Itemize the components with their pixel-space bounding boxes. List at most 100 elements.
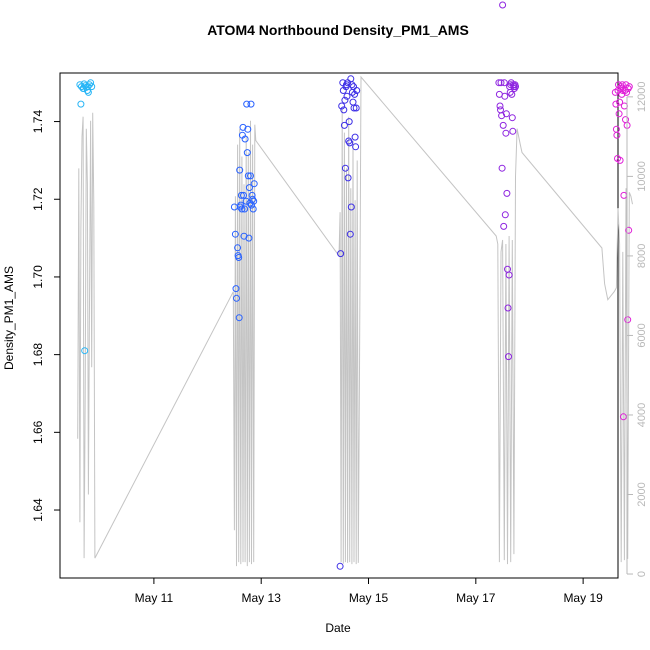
data-point [340,121,348,129]
right-y-tick-label: 6000 [636,323,648,347]
right-y-tick-label: 4000 [636,403,648,427]
plot-area [59,72,619,579]
data-point [346,230,354,238]
data-point [341,96,349,104]
data-point [613,131,621,139]
data-point [501,92,509,100]
data-point [247,172,254,180]
data-point [502,129,510,137]
data-point [495,79,503,87]
data-point [348,81,356,89]
data-point [497,79,505,87]
data-point [238,205,246,213]
x-axis: May 11 May 13 May 15 May 17 May 19 [135,578,603,605]
data-point [341,164,349,172]
data-point [81,347,89,355]
data-point [338,102,346,110]
data-point [496,102,504,110]
data-point [625,226,633,234]
data-point [504,304,512,312]
data-point [352,104,360,112]
data-point [247,100,255,108]
data-point [244,172,252,180]
data-point [80,85,88,92]
data-point [498,164,506,172]
data-point [346,139,354,147]
data-point [345,118,353,126]
data-point [347,75,355,83]
data-point [237,191,245,199]
data-point [349,98,357,106]
data-point [619,413,627,421]
series-5 [611,81,633,421]
data-point [230,203,238,211]
data-point [77,100,85,108]
data-point [612,100,620,108]
data-point [353,87,361,94]
data-point [506,88,514,96]
line-series-layer [77,75,633,567]
data-point [500,79,508,87]
x-tick-label: May 11 [135,591,174,605]
right-y-tick-label: 2000 [636,482,648,506]
x-axis-label: Date [325,621,351,635]
data-point [245,184,253,192]
data-point [241,135,249,143]
line-series [77,75,633,567]
data-point [347,203,355,211]
series-4 [495,1,519,361]
x-tick-label: May 15 [349,591,389,605]
series-3 [336,75,361,570]
data-point [336,562,344,570]
data-point [240,191,247,199]
data-point [498,112,506,120]
data-point [625,83,633,91]
y-tick-label: 1.66 [31,420,45,444]
data-point [616,98,624,106]
data-point [343,92,351,100]
data-point [623,88,631,96]
right-y-tick-label: 0 [636,571,648,577]
data-point [505,271,513,279]
y-tick-label: 1.68 [31,343,45,367]
data-point [243,149,251,157]
data-point [337,250,345,258]
data-point [88,83,96,91]
data-point [235,314,243,322]
data-point [499,121,507,129]
data-point [615,110,623,118]
data-point [501,211,509,219]
data-point [508,114,516,122]
data-point [352,143,360,151]
series-2 [230,100,258,322]
data-point [239,123,247,131]
series-1 [76,79,96,355]
data-point [499,1,507,9]
data-point [497,106,504,114]
data-point [505,353,512,361]
data-point [235,254,243,261]
data-point [237,201,245,209]
data-point [340,106,348,114]
data-point [351,133,359,141]
data-point [344,174,352,182]
x-tick-label: May 13 [242,591,282,605]
data-point [512,83,519,91]
data-point [241,205,249,213]
y-tick-label: 1.72 [31,187,45,211]
data-point [236,166,244,174]
data-point [250,197,258,205]
data-point [245,234,253,242]
x-tick-label: May 17 [456,591,496,605]
data-point [616,156,624,164]
data-point [234,244,242,252]
data-point [232,285,240,293]
right-y-tick-label: 8000 [636,244,648,268]
data-point [502,110,510,118]
y-tick-label: 1.64 [31,498,45,522]
data-point [250,180,258,188]
right-y-tick-label: 10000 [636,161,648,192]
plot-border [59,72,619,579]
y-axis: 1.64 1.66 1.68 1.70 1.72 1.74 [31,110,60,522]
